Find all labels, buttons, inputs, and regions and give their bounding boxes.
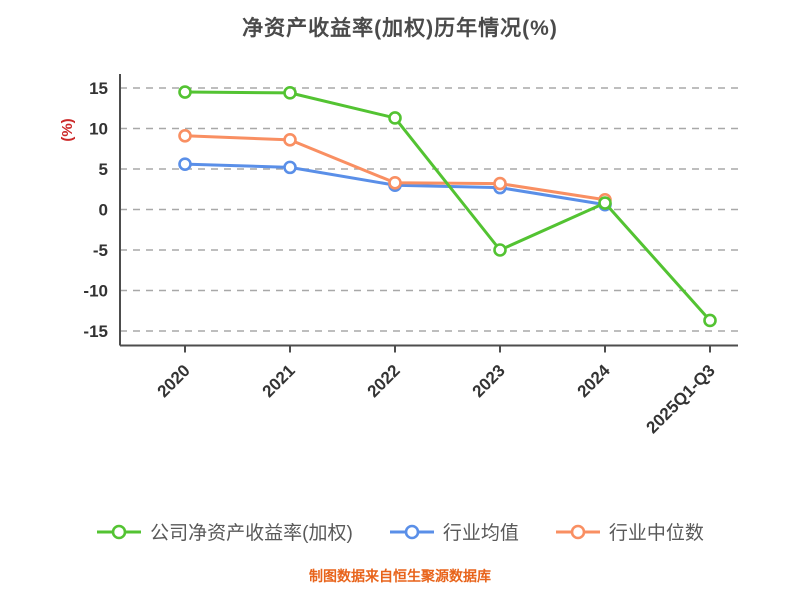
series-marker-0 (493, 243, 507, 257)
series-line-0 (183, 90, 712, 322)
x-tick-label: 2020 (154, 361, 194, 401)
roe-line-chart: 15 10 5 0 -5 -10 -15 2020 2021 2022 2023 2024 2025Q1… (59, 74, 738, 437)
x-tick-label: 2021 (259, 361, 299, 401)
y-tick-label: 10 (89, 120, 108, 139)
x-tick-label: 2023 (469, 361, 509, 401)
legend-marker-blue (389, 524, 434, 539)
series-marker-0 (178, 85, 192, 99)
y-tick-label: 0 (99, 201, 108, 220)
series-marker-2 (493, 176, 507, 191)
legend-marker-green (97, 524, 142, 539)
series-marker-2 (283, 133, 297, 147)
y-tick-label: 15 (89, 79, 108, 98)
chart-legend: 公司净资产收益率(加权) 行业均值 行业中位数 (0, 518, 800, 545)
legend-label-company-roe: 公司净资产收益率(加权) (150, 523, 353, 544)
series-marker-0 (598, 196, 612, 210)
series-marker-0 (388, 111, 402, 125)
series-marker-2 (388, 175, 402, 190)
y-tick-label: 5 (99, 160, 108, 179)
legend-item-industry-mean: 行业均值 (389, 518, 519, 545)
x-tick-label: 2025Q1-Q3 (643, 361, 719, 437)
legend-marker-orange (555, 524, 600, 539)
legend-label-industry-mean: 行业均值 (442, 523, 519, 544)
series-marker-0 (283, 86, 297, 100)
series-marker-1 (283, 160, 297, 175)
y-tick-label: -5 (93, 241, 108, 260)
series-marker-1 (178, 157, 192, 171)
y-tick-label: -10 (83, 282, 108, 301)
legend-item-company-roe: 公司净资产收益率(加权) (96, 518, 353, 545)
legend-label-industry-median: 行业中位数 (608, 523, 704, 544)
legend-item-industry-median: 行业中位数 (555, 518, 704, 545)
x-tick-label: 2022 (364, 361, 404, 401)
series-marker-0 (703, 313, 717, 328)
series-marker-2 (178, 128, 192, 143)
y-axis-unit-label: (%) (59, 118, 76, 141)
x-tick-label: 2024 (574, 361, 615, 402)
y-tick-label: -15 (83, 322, 108, 341)
chart-title: 净资产收益率(加权)历年情况(%) (242, 17, 558, 40)
data-source-caption: 制图数据来自恒生聚源数据库 (309, 568, 491, 584)
